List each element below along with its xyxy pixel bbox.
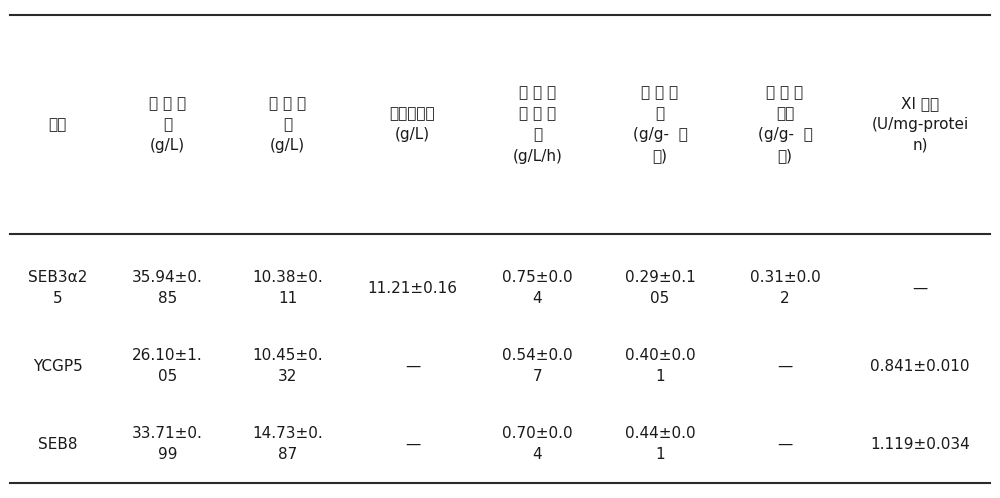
Text: 10.45±0.
32: 10.45±0. 32 bbox=[252, 348, 323, 384]
Text: 11.21±0.16: 11.21±0.16 bbox=[368, 280, 458, 295]
Text: SEB8: SEB8 bbox=[38, 437, 77, 452]
Text: 33.71±0.
99: 33.71±0. 99 bbox=[132, 426, 203, 462]
Text: 26.10±1.
05: 26.10±1. 05 bbox=[132, 348, 203, 384]
Text: —: — bbox=[777, 437, 793, 452]
Text: SEB3α2
5: SEB3α2 5 bbox=[28, 270, 87, 306]
Text: 木 糖 消
耗
(g/L): 木 糖 消 耗 (g/L) bbox=[149, 96, 186, 153]
Text: 0.75±0.0
4: 0.75±0.0 4 bbox=[502, 270, 573, 306]
Text: 乙 醇 生
成
(g/L): 乙 醇 生 成 (g/L) bbox=[269, 96, 306, 153]
Text: 10.38±0.
11: 10.38±0. 11 bbox=[252, 270, 323, 306]
Text: YCGP5: YCGP5 bbox=[33, 359, 82, 374]
Text: 0.40±0.0
1: 0.40±0.0 1 bbox=[625, 348, 695, 384]
Text: —: — bbox=[777, 359, 793, 374]
Text: 0.54±0.0
7: 0.54±0.0 7 bbox=[502, 348, 573, 384]
Text: 14.73±0.
87: 14.73±0. 87 bbox=[252, 426, 323, 462]
Text: 1.119±0.034: 1.119±0.034 bbox=[870, 437, 970, 452]
Text: 0.841±0.010: 0.841±0.010 bbox=[870, 359, 970, 374]
Text: 0.31±0.0
2: 0.31±0.0 2 bbox=[750, 270, 820, 306]
Text: 木糖醇生成
(g/L): 木糖醇生成 (g/L) bbox=[390, 107, 435, 142]
Text: 木 糖 比
消 耗 速
率
(g/L/h): 木 糖 比 消 耗 速 率 (g/L/h) bbox=[513, 86, 562, 163]
Text: 35.94±0.
85: 35.94±0. 85 bbox=[132, 270, 203, 306]
Text: 菌株: 菌株 bbox=[48, 117, 67, 132]
Text: XI 酶活
(U/mg-protei
n): XI 酶活 (U/mg-protei n) bbox=[871, 96, 969, 153]
Text: 乙 醇 收
率
(g/g-  木
糖): 乙 醇 收 率 (g/g- 木 糖) bbox=[633, 86, 687, 163]
Text: 0.29±0.1
05: 0.29±0.1 05 bbox=[625, 270, 695, 306]
Text: —: — bbox=[405, 437, 420, 452]
Text: —: — bbox=[405, 359, 420, 374]
Text: 木 糖 醇
收率
(g/g-  木
糖): 木 糖 醇 收率 (g/g- 木 糖) bbox=[758, 86, 812, 163]
Text: 0.44±0.0
1: 0.44±0.0 1 bbox=[625, 426, 695, 462]
Text: 0.70±0.0
4: 0.70±0.0 4 bbox=[502, 426, 573, 462]
Text: —: — bbox=[912, 280, 928, 295]
